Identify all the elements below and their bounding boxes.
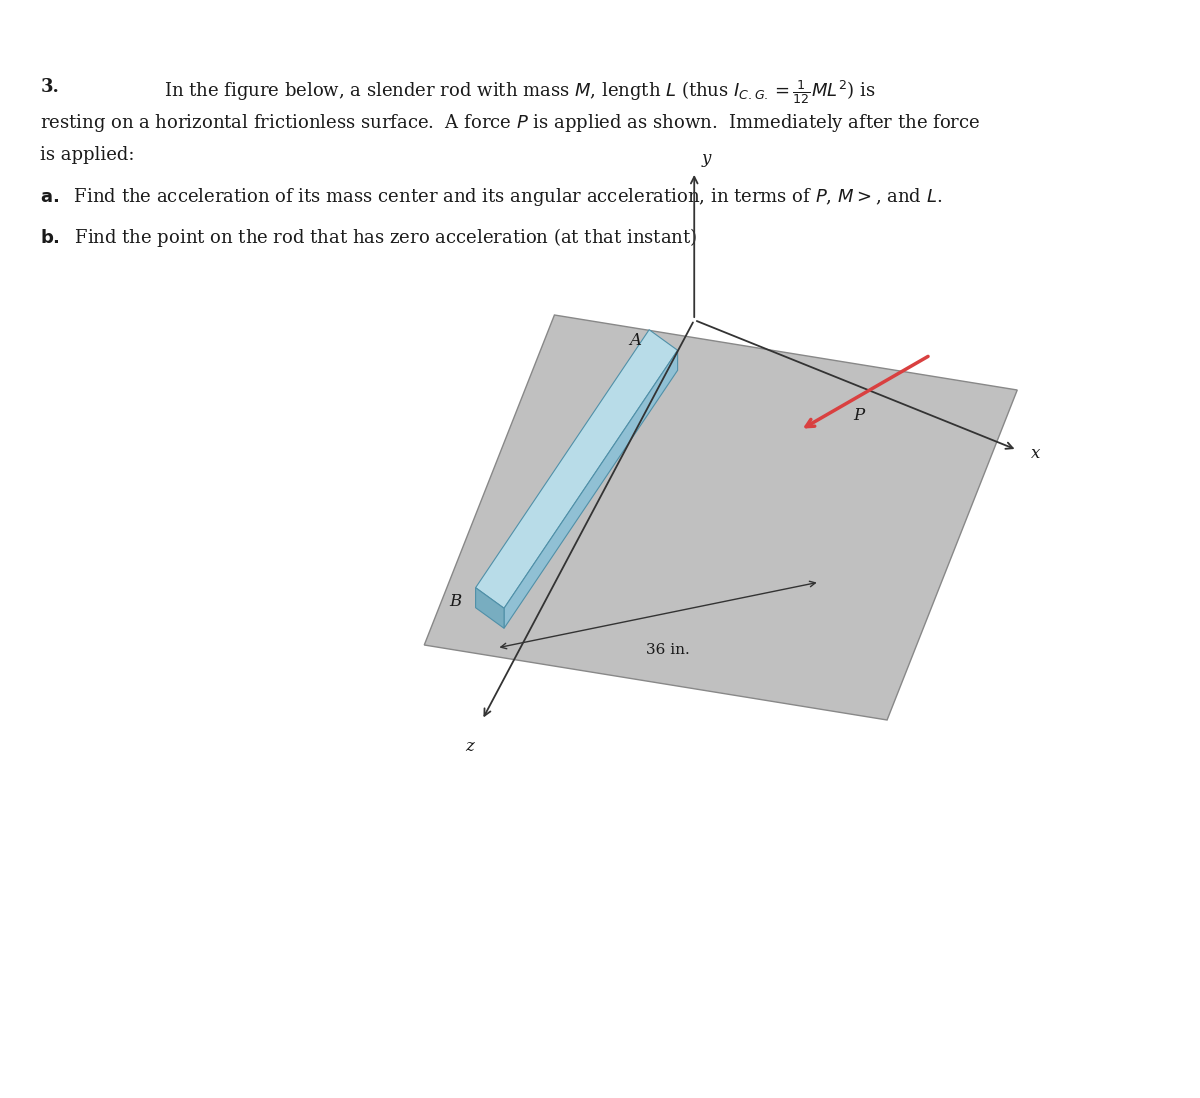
Polygon shape — [475, 587, 504, 628]
Text: resting on a horizontal frictionless surface.  A force $P$ is applied as shown. : resting on a horizontal frictionless sur… — [41, 112, 980, 134]
Text: 36 in.: 36 in. — [646, 643, 690, 657]
Polygon shape — [504, 350, 678, 628]
Polygon shape — [425, 315, 1018, 720]
Text: P: P — [853, 406, 864, 424]
Text: A: A — [630, 332, 642, 349]
Polygon shape — [475, 329, 678, 608]
Text: In the figure below, a slender rod with mass $M$, length $L$ (thus $I_{C.G.} = \: In the figure below, a slender rod with … — [164, 78, 875, 105]
Text: $\mathbf{a.}$  Find the acceleration of its mass center and its angular accelera: $\mathbf{a.}$ Find the acceleration of i… — [41, 186, 943, 208]
Text: y: y — [702, 150, 712, 167]
Text: z: z — [464, 738, 474, 755]
Text: B: B — [449, 593, 461, 609]
Text: x: x — [1031, 446, 1040, 462]
Text: is applied:: is applied: — [41, 146, 134, 164]
Text: 3.: 3. — [41, 78, 59, 96]
Text: $\mathbf{b.}$  Find the point on the rod that has zero acceleration (at that ins: $\mathbf{b.}$ Find the point on the rod … — [41, 226, 698, 249]
